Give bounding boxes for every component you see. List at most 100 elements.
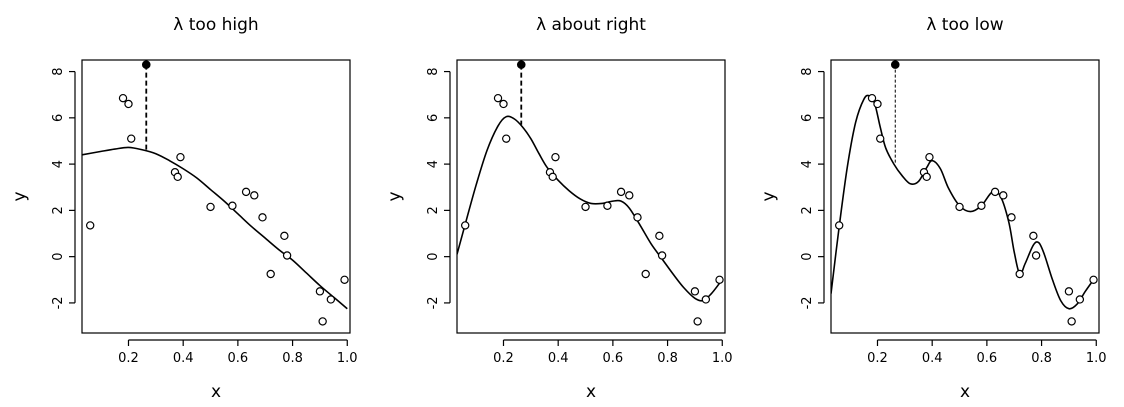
y-tick-label: 0: [426, 253, 441, 261]
data-point: [655, 231, 664, 241]
data-point: [616, 187, 626, 197]
data-point: [315, 287, 325, 296]
y-tick-label: 2: [426, 206, 441, 214]
x-axis-label: x: [586, 382, 596, 402]
data-point: [955, 202, 964, 212]
chart-svg: λ about right 0.2 0.4 0.6 0.8 1.0 x -2 0 2 4 6 8 y: [385, 15, 733, 402]
chart-panel-lambda-about-right: λ about right 0.2 0.4 0.6 0.8 1.0 x -2 0 2 4 6 8 y: [375, 0, 750, 407]
data-point: [127, 134, 136, 143]
smoothing-spline-curve: [831, 94, 1095, 310]
chart-svg: λ too high 0.2 0.4 0.6 0.8 1.0 x -2 0 2 4 6 8 y: [10, 15, 358, 402]
data-point: [922, 172, 931, 182]
data-point: [657, 251, 667, 260]
x-tick-label: 0.2: [493, 351, 514, 366]
highlighted-point: [141, 60, 151, 69]
data-point: [1029, 231, 1038, 241]
x-tick-label: 0.4: [548, 351, 569, 366]
data-point: [493, 93, 503, 103]
chart-svg: λ too low 0.2 0.4 0.6 0.8 1.0 x -2 0 2 4 6 8 y: [759, 15, 1107, 402]
chart-title: λ too low: [926, 15, 1003, 35]
x-tick-label: 0.2: [118, 351, 139, 366]
y-tick-label: 2: [800, 206, 815, 214]
plot-frame: [830, 59, 1100, 334]
data-point: [693, 317, 702, 326]
data-point: [228, 201, 237, 210]
data-point: [206, 202, 215, 212]
data-point: [690, 287, 700, 296]
x-axis-label: x: [211, 382, 221, 402]
data-point: [502, 134, 511, 143]
data-point: [641, 269, 650, 279]
chart-title: λ too high: [173, 15, 258, 35]
chart-panel-lambda-too-low: λ too low 0.2 0.4 0.6 0.8 1.0 x -2 0 2 4 6 8 y: [749, 0, 1124, 407]
data-point: [118, 93, 128, 103]
data-point: [461, 221, 470, 230]
y-tick-label: 8: [51, 67, 66, 75]
y-axis-label: y: [10, 191, 30, 201]
data-point: [124, 99, 133, 109]
x-tick-label: 0.6: [603, 351, 624, 366]
plot-frame: [81, 59, 351, 334]
data-point: [1075, 295, 1085, 304]
y-tick-label: 4: [800, 160, 815, 168]
y-tick-label: 0: [800, 253, 815, 261]
y-tick-label: 6: [426, 114, 441, 122]
data-point: [715, 275, 724, 284]
y-axis-label: y: [385, 191, 405, 201]
data-point: [499, 99, 508, 109]
data-point: [266, 269, 275, 279]
plot-frame: [456, 59, 726, 334]
y-tick-label: 6: [51, 114, 66, 122]
y-tick-label: 8: [426, 67, 441, 75]
x-tick-label: 0.8: [1031, 351, 1052, 366]
smoothing-spline-curve: [82, 146, 348, 310]
data-point: [990, 187, 1000, 197]
data-point: [873, 99, 882, 109]
y-tick-label: -2: [426, 296, 441, 309]
data-point: [1015, 269, 1024, 279]
data-point: [1064, 287, 1074, 296]
x-tick-label: 0.4: [922, 351, 943, 366]
x-tick-label: 0.6: [228, 351, 249, 366]
data-point: [603, 201, 612, 210]
y-tick-label: 4: [426, 160, 441, 168]
y-tick-label: 8: [800, 67, 815, 75]
data-point: [625, 191, 634, 200]
data-point: [876, 134, 885, 143]
y-tick-label: -2: [800, 296, 815, 309]
data-point: [701, 295, 711, 304]
data-point: [1089, 275, 1098, 284]
data-point: [977, 201, 986, 210]
chart-panel-lambda-too-high: λ too high 0.2 0.4 0.6 0.8 1.0 x -2 0 2 4 6 8 y: [0, 0, 375, 407]
y-tick-label: 2: [51, 206, 66, 214]
data-point: [241, 187, 251, 197]
data-point: [551, 152, 560, 162]
data-point: [1007, 213, 1016, 222]
data-point: [581, 202, 590, 212]
data-point: [173, 172, 182, 182]
data-point: [250, 191, 259, 200]
x-axis-label: x: [960, 382, 970, 402]
x-tick-label: 1.0: [1086, 351, 1107, 366]
data-point: [925, 152, 934, 162]
highlighted-point: [516, 60, 526, 69]
data-point: [318, 317, 327, 326]
y-tick-label: 0: [51, 253, 66, 261]
data-point: [86, 221, 95, 230]
x-tick-label: 1.0: [712, 351, 733, 366]
x-tick-label: 1.0: [337, 351, 358, 366]
data-point: [867, 93, 877, 103]
y-tick-label: 6: [800, 114, 815, 122]
y-tick-label: 4: [51, 160, 66, 168]
y-tick-label: -2: [51, 296, 66, 309]
highlighted-point: [890, 60, 900, 69]
x-tick-label: 0.8: [282, 351, 303, 366]
data-point: [1067, 317, 1076, 326]
x-tick-label: 0.8: [657, 351, 678, 366]
data-point: [548, 172, 557, 182]
data-point: [835, 221, 844, 230]
data-point: [326, 295, 336, 304]
smoothing-spline-curve: [457, 115, 721, 302]
data-point: [340, 275, 349, 284]
data-point: [1031, 251, 1041, 260]
